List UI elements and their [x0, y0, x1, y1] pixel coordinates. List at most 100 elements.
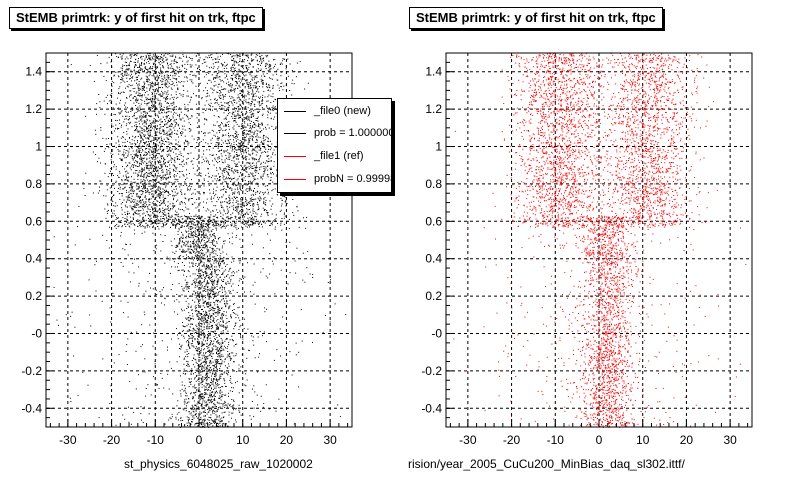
data-point: [168, 148, 170, 150]
data-point: [135, 112, 137, 113]
data-point: [193, 215, 195, 217]
data-point: [175, 139, 177, 141]
data-point: [197, 239, 199, 240]
data-point: [122, 91, 124, 93]
data-point: [261, 143, 263, 145]
data-point: [223, 108, 225, 110]
data-point: [119, 157, 121, 159]
data-point: [151, 150, 153, 152]
data-point: [273, 59, 274, 61]
data-point: [209, 254, 211, 256]
data-point: [259, 123, 261, 125]
data-point: [155, 216, 157, 218]
data-point: [238, 154, 240, 156]
data-point: [168, 193, 170, 195]
data-point: [119, 222, 121, 223]
data-point: [171, 80, 173, 82]
data-point: [115, 166, 117, 168]
data-point: [144, 154, 146, 156]
data-point: [252, 90, 254, 92]
data-point: [205, 72, 207, 74]
data-point: [148, 55, 150, 57]
data-point: [134, 206, 136, 208]
data-point: [274, 220, 276, 222]
data-point: [156, 67, 158, 69]
data-point: [233, 112, 235, 113]
data-point: [134, 54, 136, 56]
data-point: [209, 56, 211, 58]
data-point: [173, 199, 174, 201]
data-point: [281, 218, 283, 219]
data-point: [148, 164, 150, 166]
data-point: [121, 154, 123, 156]
data-point: [163, 109, 165, 111]
data-point: [262, 143, 264, 145]
data-point: [164, 124, 166, 126]
data-point: [150, 198, 152, 200]
data-point: [215, 77, 217, 79]
data-point: [147, 78, 149, 80]
data-point: [197, 60, 199, 62]
data-point: [166, 134, 168, 136]
data-point: [132, 135, 134, 137]
data-point: [249, 175, 251, 177]
data-point: [140, 182, 142, 184]
data-point: [172, 168, 174, 170]
data-point: [228, 135, 230, 136]
data-point: [239, 75, 241, 77]
data-point: [230, 70, 232, 72]
data-point: [226, 110, 227, 111]
data-point: [243, 83, 245, 85]
data-point: [124, 168, 126, 170]
data-point: [157, 78, 159, 80]
data-point: [256, 76, 258, 78]
data-point: [160, 156, 162, 158]
data-point: [130, 121, 132, 123]
data-point: [270, 208, 272, 210]
data-point: [188, 230, 190, 232]
data-point: [122, 166, 123, 168]
data-point: [236, 219, 238, 221]
data-point: [133, 172, 135, 174]
data-point: [146, 118, 148, 120]
data-point: [160, 126, 162, 128]
data-point: [140, 201, 142, 203]
data-point: [157, 66, 158, 68]
data-point: [171, 60, 173, 62]
data-point: [218, 72, 220, 74]
data-point: [141, 205, 143, 207]
data-point: [128, 68, 130, 69]
data-point: [167, 209, 169, 211]
data-point: [174, 220, 176, 222]
data-point: [184, 215, 186, 217]
data-point: [140, 170, 142, 172]
data-point: [241, 53, 243, 55]
data-point: [166, 133, 168, 134]
data-point: [219, 176, 221, 177]
data-point: [146, 211, 148, 213]
data-point: [115, 168, 117, 170]
data-point: [267, 176, 269, 178]
data-point: [136, 91, 138, 93]
data-point: [153, 201, 155, 203]
data-point: [240, 199, 242, 201]
data-point: [235, 132, 237, 134]
data-point: [113, 213, 115, 215]
data-point: [179, 222, 181, 224]
data-point: [225, 150, 227, 152]
data-point: [185, 206, 187, 208]
data-point: [247, 124, 249, 126]
data-point: [228, 126, 230, 127]
data-point: [257, 136, 259, 138]
data-point: [238, 206, 239, 208]
data-point: [264, 166, 266, 168]
data-point: [122, 137, 124, 138]
data-point: [203, 240, 205, 241]
data-point: [132, 193, 134, 194]
data-point: [186, 95, 188, 97]
data-point: [163, 184, 165, 185]
data-point: [174, 195, 175, 197]
data-point: [169, 55, 171, 57]
data-point: [275, 217, 277, 219]
